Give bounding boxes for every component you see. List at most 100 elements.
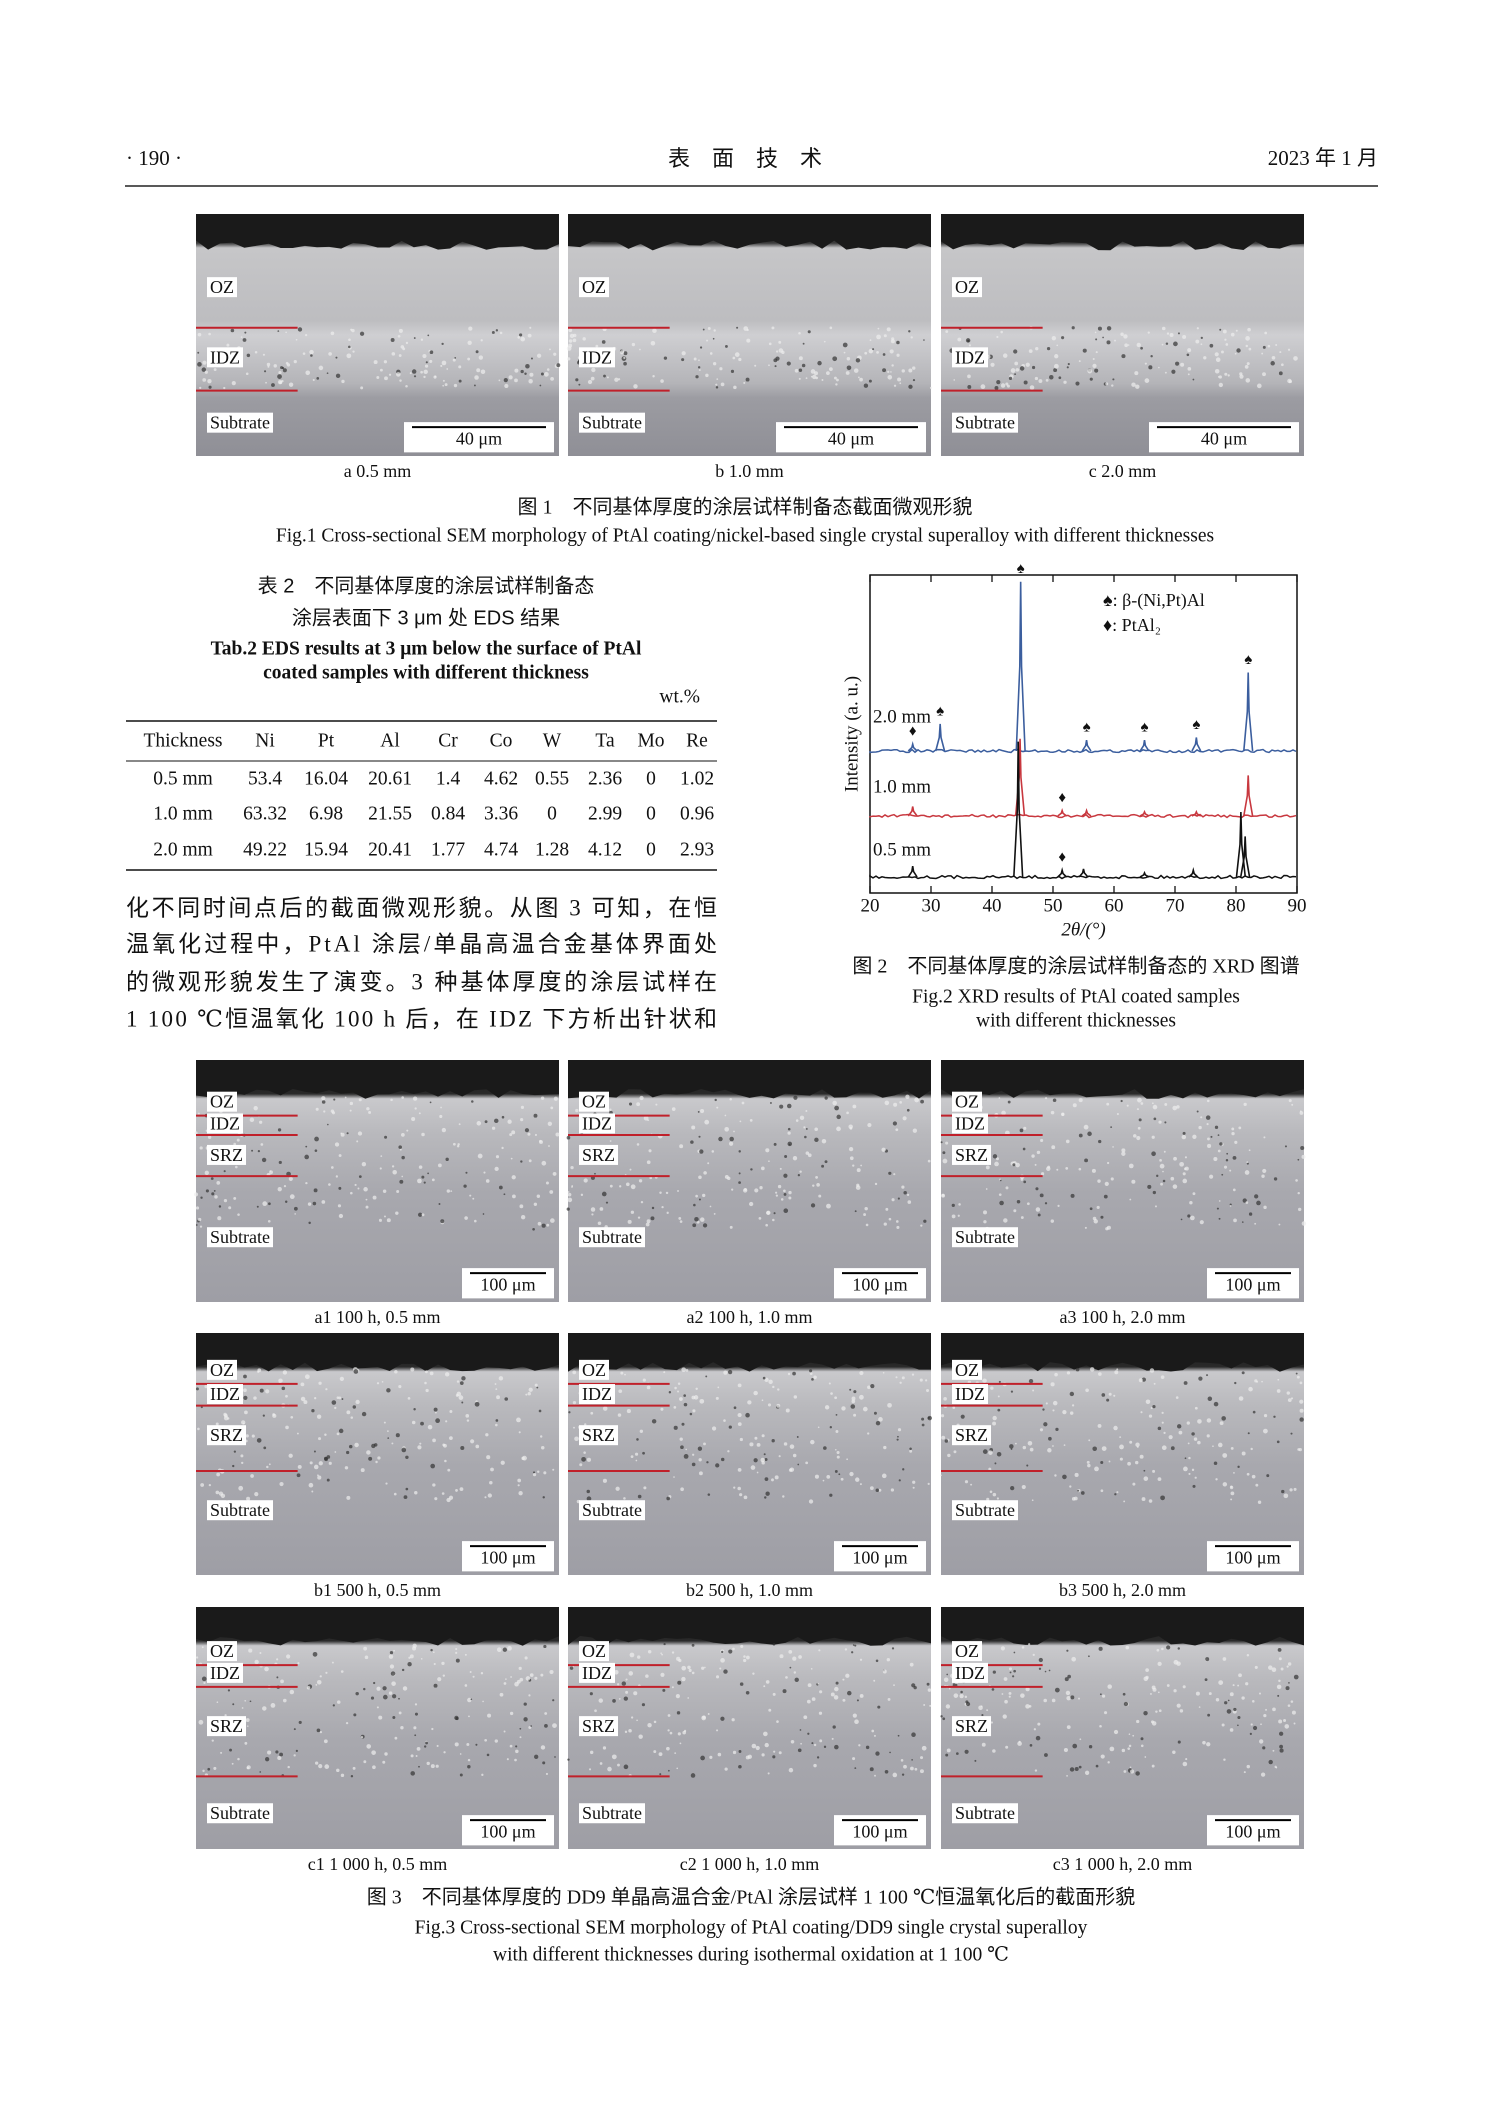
speckle [778, 1751, 782, 1755]
speckle [1050, 1219, 1055, 1223]
speckle [240, 1454, 244, 1458]
speckle [1151, 1721, 1157, 1726]
speckle [919, 1769, 924, 1774]
table-header: Cr [438, 730, 458, 751]
speckle [864, 1206, 868, 1211]
speckle [863, 383, 869, 388]
speckle [1257, 1500, 1262, 1504]
speckle [1054, 1372, 1058, 1377]
zone-label-box [207, 1716, 247, 1737]
speckle [467, 1765, 471, 1769]
speckle [202, 378, 207, 382]
peak-marker: ♦ [1058, 850, 1066, 866]
speckle [1032, 365, 1036, 370]
speckle [418, 1165, 423, 1169]
speckle [911, 1732, 916, 1737]
speckle [1177, 1647, 1180, 1650]
speckle [1040, 1138, 1044, 1143]
speckle [1070, 1695, 1075, 1700]
speckle [878, 1488, 882, 1492]
speckle [851, 1396, 856, 1401]
speckle [1095, 338, 1098, 341]
speckle [421, 1132, 425, 1137]
speckle [199, 386, 202, 389]
speckle [602, 1746, 607, 1750]
speckle [727, 1369, 733, 1375]
zone-label: SRZ [210, 1145, 243, 1165]
speckle [550, 1218, 555, 1223]
speckle [1172, 1105, 1178, 1111]
speckle [895, 1376, 898, 1379]
speckle [1000, 383, 1006, 388]
speckle [1258, 1692, 1262, 1695]
zone-label: OZ [955, 1641, 979, 1661]
speckle [671, 1107, 676, 1111]
speckle [810, 1439, 815, 1445]
speckle [1255, 1483, 1259, 1487]
speckle [1066, 366, 1069, 369]
speckle [845, 371, 850, 375]
speckle [220, 1751, 223, 1754]
peak [1139, 870, 1150, 878]
panel-caption: c 2.0 mm [1089, 461, 1157, 481]
speckle [1063, 380, 1067, 384]
speckle [749, 1201, 754, 1207]
speckle [877, 1705, 881, 1709]
speckle [583, 1451, 586, 1454]
speckle [927, 1482, 930, 1485]
speckle [466, 1742, 470, 1746]
speckle [268, 1463, 271, 1466]
speckle [1162, 1170, 1164, 1173]
speckle [1065, 1167, 1069, 1170]
speckle [1089, 1207, 1093, 1211]
speckle [714, 1098, 717, 1102]
speckle [666, 1211, 669, 1214]
speckle [1231, 1132, 1235, 1136]
speckle [923, 1703, 926, 1706]
oxide-edge [941, 1060, 1304, 1099]
speckle [1283, 1718, 1287, 1722]
speckle [756, 1471, 759, 1474]
speckle [472, 1197, 475, 1200]
speckle [1088, 1744, 1093, 1749]
speckle [1129, 1766, 1132, 1769]
speckle [357, 1187, 360, 1190]
speckle [859, 1394, 864, 1400]
speckle [480, 1672, 484, 1675]
speckle [994, 1462, 997, 1465]
speckle [455, 1393, 459, 1397]
speckle [814, 1137, 819, 1143]
speckle [469, 1194, 472, 1197]
speckle [805, 1461, 809, 1465]
speckle [797, 1748, 802, 1753]
speckle [1154, 1205, 1157, 1208]
speckle [873, 1734, 876, 1737]
speckle [1010, 368, 1016, 373]
speckle [498, 379, 501, 382]
speckle [527, 1132, 531, 1136]
speckle [1191, 1468, 1195, 1472]
speckle [323, 1739, 328, 1744]
speckle [678, 1397, 683, 1401]
speckle [198, 1719, 204, 1725]
speckle [1279, 351, 1282, 354]
speckle [475, 1444, 480, 1449]
speckle [244, 331, 247, 334]
speckle [625, 1182, 630, 1187]
speckle [520, 1215, 526, 1220]
zone-label: SRZ [582, 1716, 615, 1736]
speckle [701, 1666, 705, 1670]
speckle [305, 1145, 308, 1148]
speckle [486, 1753, 490, 1757]
speckle [439, 1114, 443, 1119]
speckle [1286, 1391, 1290, 1395]
speckle [807, 1153, 812, 1158]
speckle [826, 1203, 831, 1209]
speckle [459, 1381, 464, 1385]
speckle [424, 1370, 428, 1374]
speckle [468, 326, 473, 331]
speckle [630, 1210, 635, 1214]
speckle [738, 1750, 742, 1753]
speckle [1137, 1097, 1142, 1103]
speckle [1051, 1145, 1056, 1150]
